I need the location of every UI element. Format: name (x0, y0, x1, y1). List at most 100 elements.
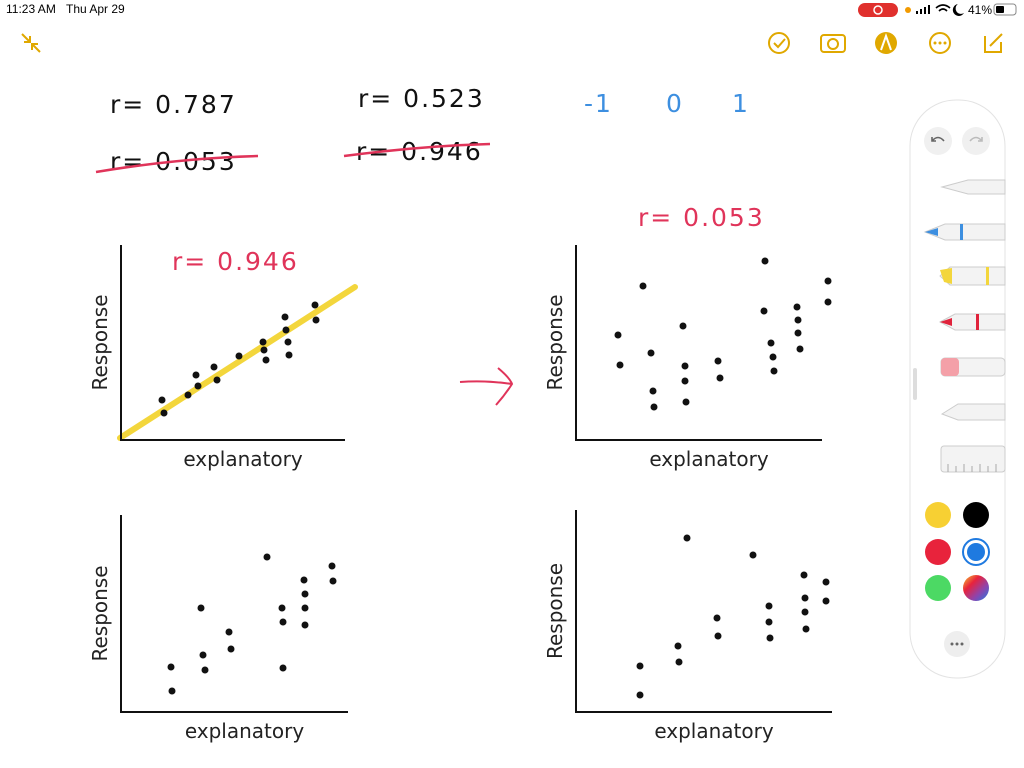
sketch-dot (311, 301, 319, 309)
r-value: r= 0.787 (110, 90, 237, 119)
markup-glyph (880, 33, 892, 51)
sketch-dot (761, 257, 769, 265)
sketch-dot (259, 338, 267, 346)
checklist-button[interactable] (768, 32, 790, 54)
sketch-dot (767, 339, 775, 347)
r-value: r= 0.523 (358, 84, 485, 113)
sketch-dot (770, 367, 778, 375)
x-axis-label: explanatory (185, 719, 305, 743)
sketch-dot (199, 651, 207, 659)
sketch-dot (636, 691, 644, 699)
mic-dot (905, 7, 911, 13)
collapse-button[interactable] (21, 33, 41, 53)
color-swatch[interactable] (925, 539, 951, 565)
sketch-dot (279, 618, 287, 626)
sketch-dot (168, 687, 176, 695)
sketch-dot (650, 403, 658, 411)
plot-axes (575, 245, 822, 441)
sketch-dot (760, 307, 768, 315)
more-button[interactable] (929, 32, 951, 54)
marker-band (960, 224, 963, 240)
sketch-dot (649, 387, 657, 395)
pencil-tool[interactable] (938, 313, 1006, 331)
sketch-dot (225, 628, 233, 636)
sketch-dot (184, 391, 192, 399)
annotation: r= 0.946 (172, 247, 299, 276)
tool-palette (909, 99, 1006, 679)
sketch-dot (282, 326, 290, 334)
sketch-dot (714, 632, 722, 640)
record-icon (873, 5, 883, 15)
moon-icon (952, 4, 964, 16)
marker-tool[interactable] (923, 223, 1006, 241)
undo-button[interactable] (924, 127, 952, 155)
scale-label: 1 (732, 89, 750, 118)
check-glyph (773, 38, 786, 49)
sketch-dot (679, 322, 687, 330)
sketch-dot (201, 666, 209, 674)
battery-level (996, 6, 1004, 13)
pen-tool[interactable] (940, 179, 1006, 195)
sketch-dot (312, 316, 320, 324)
redo-button[interactable] (962, 127, 990, 155)
sketch-dot (675, 658, 683, 666)
battery-percent: 41% (968, 3, 992, 17)
sketch-dot (213, 376, 221, 384)
sketch-dot (262, 356, 270, 364)
x-axis-label: explanatory (649, 447, 769, 471)
ruler-tool[interactable] (940, 445, 1006, 473)
sketch-dot (194, 382, 202, 390)
lasso-tool[interactable] (940, 403, 1006, 421)
color-swatch[interactable] (963, 502, 989, 528)
sketch-dot (328, 562, 336, 570)
sketch-dot (210, 363, 218, 371)
sketch-dot (614, 331, 622, 339)
sketch-dot (197, 604, 205, 612)
sketch-dot (682, 398, 690, 406)
y-axis-label: Response (88, 294, 112, 390)
sketch-dot (301, 590, 309, 598)
highlighter-band (986, 267, 989, 285)
sketch-dot (281, 313, 289, 321)
sketch-dot (801, 608, 809, 616)
sketch-dot (681, 377, 689, 385)
color-swatch[interactable] (925, 502, 951, 528)
sketch-dot (639, 282, 647, 290)
sketch-dot (822, 597, 830, 605)
plot-axes (575, 510, 832, 713)
plot-axes (120, 245, 345, 441)
x-axis-label: explanatory (654, 719, 774, 743)
x-axis-label: explanatory (183, 447, 303, 471)
color-swatch[interactable] (967, 543, 985, 561)
color-swatch[interactable] (925, 575, 951, 601)
sketch-dot (766, 634, 774, 642)
compose-button[interactable] (984, 33, 1003, 53)
signal-icon (916, 5, 930, 14)
camera-button[interactable] (820, 34, 846, 53)
scale-label: 0 (666, 89, 684, 118)
pencil-band (976, 314, 979, 330)
sketch-dot (765, 602, 773, 610)
sketch-dot (167, 663, 175, 671)
sketch-dot (683, 534, 691, 542)
pencil-tip (940, 318, 952, 326)
camera-lens (827, 38, 839, 50)
color-swatch-ring (962, 538, 990, 566)
sketch-dot (284, 338, 292, 346)
sketch-dot (822, 578, 830, 586)
sketch-dot (800, 571, 808, 579)
sketch-dot (647, 349, 655, 357)
color-picker[interactable] (963, 575, 989, 601)
strike-line (343, 142, 491, 158)
undo-glyph (931, 136, 945, 142)
sketch-dot (794, 316, 802, 324)
sketch-dot (713, 614, 721, 622)
palette-handle (913, 368, 917, 400)
strike-line (95, 154, 259, 174)
sketch-dot (285, 351, 293, 359)
status-date: Thu Apr 29 (66, 2, 125, 16)
scale-label: -1 (584, 89, 613, 118)
sketch-dot (260, 346, 268, 354)
sketch-dot (794, 329, 802, 337)
battery-icon (993, 3, 1017, 16)
